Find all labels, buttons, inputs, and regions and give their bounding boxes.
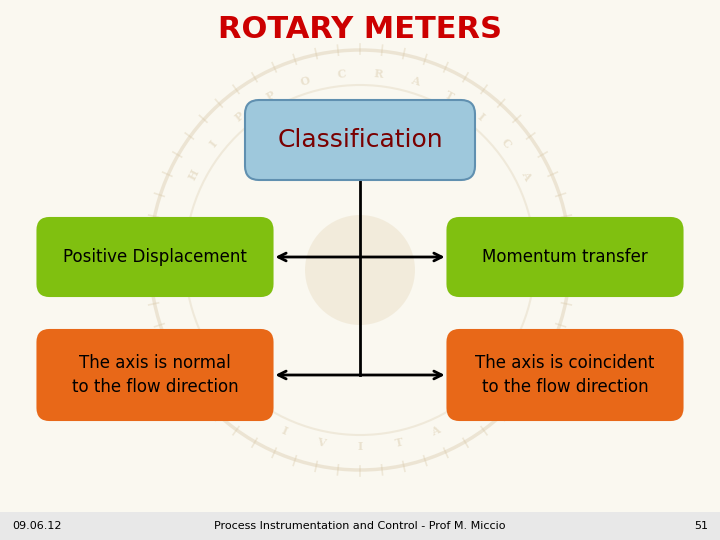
FancyBboxPatch shape <box>37 330 272 420</box>
Text: P: P <box>233 110 246 124</box>
Text: I: I <box>357 442 363 453</box>
Text: A: A <box>520 169 534 181</box>
Text: ROTARY METERS: ROTARY METERS <box>218 16 502 44</box>
Bar <box>0 512 720 540</box>
Text: O: O <box>299 75 311 88</box>
Text: The axis is normal
to the flow direction: The axis is normal to the flow direction <box>72 354 238 396</box>
FancyBboxPatch shape <box>448 218 683 296</box>
Text: The axis is coincident
to the flow direction: The axis is coincident to the flow direc… <box>475 354 654 396</box>
Text: C: C <box>243 404 257 418</box>
Text: A: A <box>410 75 421 88</box>
Text: I: I <box>279 425 289 437</box>
Text: P: P <box>264 89 276 103</box>
Text: A: A <box>430 424 442 437</box>
Text: 51: 51 <box>694 521 708 531</box>
Text: S: S <box>464 404 477 418</box>
FancyBboxPatch shape <box>245 100 475 180</box>
Circle shape <box>305 215 415 325</box>
Text: C: C <box>500 137 513 151</box>
Text: Momentum transfer: Momentum transfer <box>482 248 648 266</box>
FancyBboxPatch shape <box>37 218 272 296</box>
Text: Process Instrumentation and Control - Prof M. Miccio: Process Instrumentation and Control - Pr… <box>215 521 505 531</box>
FancyBboxPatch shape <box>448 330 683 420</box>
Text: C: C <box>336 68 346 80</box>
Text: H: H <box>186 168 201 182</box>
Text: I: I <box>475 111 486 123</box>
Text: I: I <box>207 138 220 149</box>
Text: Classification: Classification <box>277 128 443 152</box>
Text: Positive Displacement: Positive Displacement <box>63 248 247 266</box>
Text: R: R <box>374 68 384 80</box>
Text: T: T <box>444 89 456 103</box>
Text: T: T <box>394 437 404 449</box>
Text: V: V <box>316 437 326 449</box>
Text: 09.06.12: 09.06.12 <box>12 521 61 531</box>
